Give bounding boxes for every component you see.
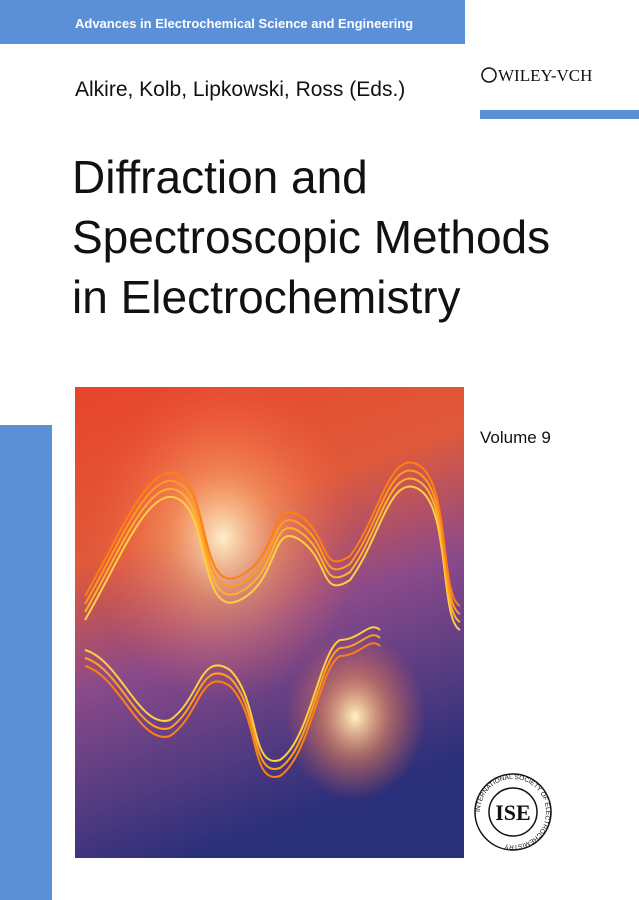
society-abbreviation: ISE xyxy=(495,800,530,825)
side-bar xyxy=(0,425,52,900)
accent-bar xyxy=(480,110,639,119)
publisher-name: WILEY-VCH xyxy=(498,66,592,85)
series-bar xyxy=(0,0,465,44)
cover-image xyxy=(75,387,464,858)
series-title: Advances in Electrochemical Science and … xyxy=(75,16,413,31)
publisher-logo: WILEY-VCH xyxy=(481,66,592,85)
society-logo: INTERNATIONAL SOCIETY OF ELECTROCHEMISTR… xyxy=(474,773,552,851)
volume: Volume 9 xyxy=(480,428,551,447)
title-line: Diffraction and xyxy=(72,151,368,203)
title-line: in Electrochemistry xyxy=(72,271,461,323)
title-line: Spectroscopic Methods xyxy=(72,211,550,263)
publisher-icon xyxy=(481,67,497,83)
editors: Alkire, Kolb, Lipkowski, Ross (Eds.) xyxy=(75,78,405,101)
